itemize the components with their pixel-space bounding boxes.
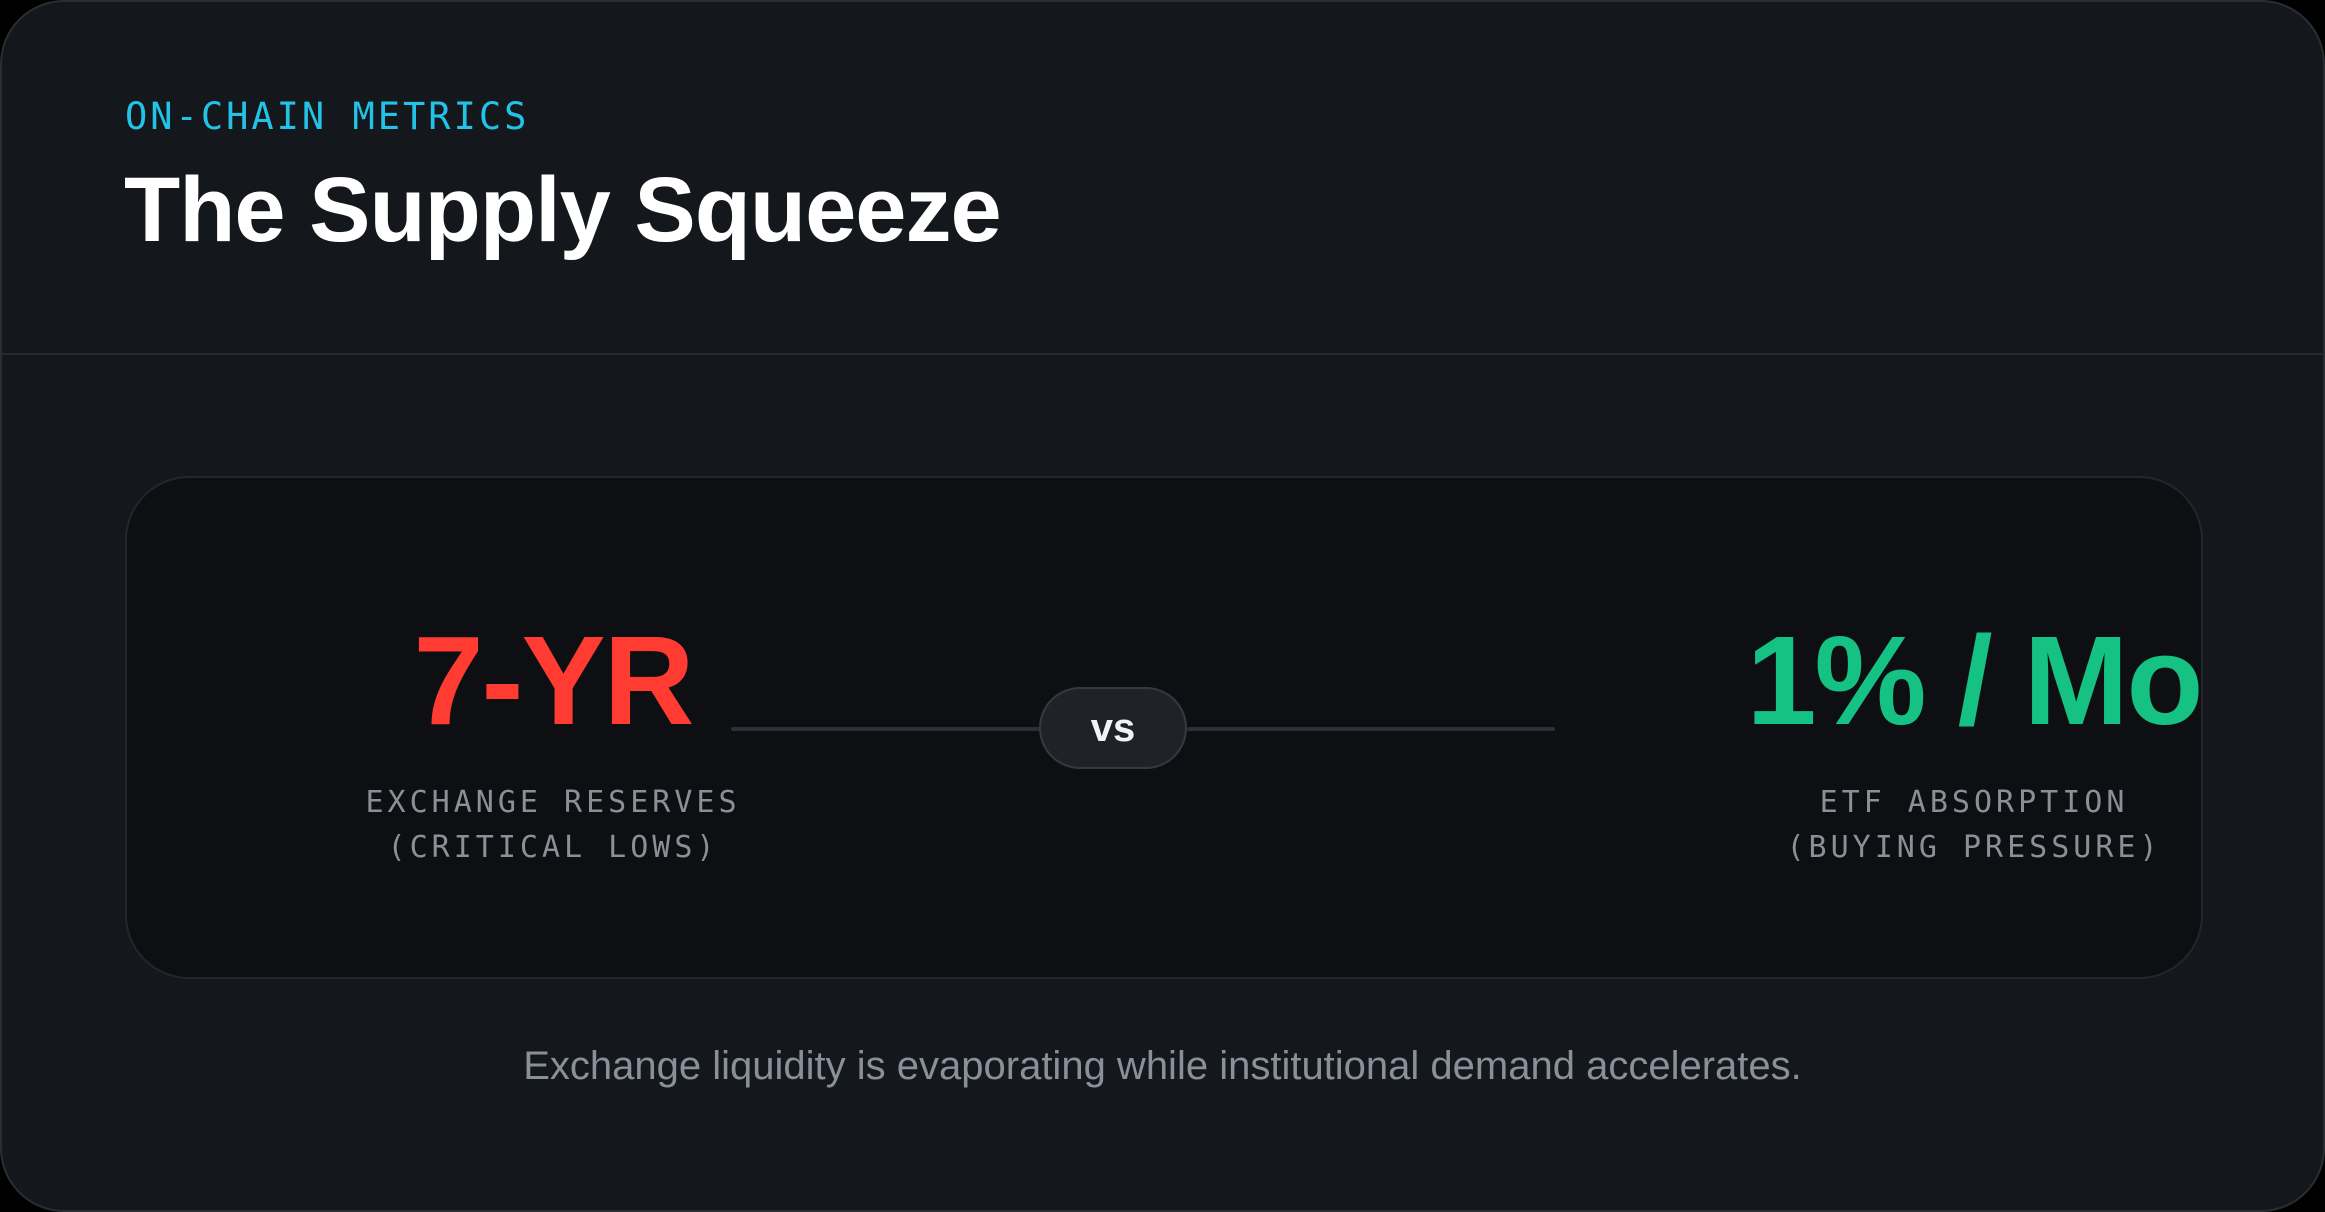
divider-line-right bbox=[1187, 727, 1555, 731]
metric-label: ETF ABSORPTION (BUYING PRESSURE) bbox=[1664, 780, 2284, 870]
metric-etf-absorption: 1% / Mo ETF ABSORPTION (BUYING PRESSURE) bbox=[1664, 618, 2284, 870]
card-header: ON-CHAIN METRICS The Supply Squeeze bbox=[2, 2, 2323, 355]
vs-badge: vs bbox=[1039, 687, 1187, 769]
page-title: The Supply Squeeze bbox=[124, 159, 1002, 261]
metric-label-line: (CRITICAL LOWS) bbox=[387, 830, 719, 865]
metric-value: 7-YR bbox=[413, 610, 694, 751]
metric-exchange-reserves: 7-YR EXCHANGE RESERVES (CRITICAL LOWS) bbox=[243, 618, 863, 870]
metric-label: EXCHANGE RESERVES (CRITICAL LOWS) bbox=[243, 780, 863, 870]
divider-line-left bbox=[731, 727, 1061, 731]
metric-label-line: ETF ABSORPTION bbox=[1819, 785, 2129, 820]
metric-value: 1% / Mo bbox=[1746, 610, 2203, 751]
comparison-panel: 7-YR EXCHANGE RESERVES (CRITICAL LOWS) v… bbox=[125, 476, 2204, 979]
section-eyebrow: ON-CHAIN METRICS bbox=[125, 95, 530, 138]
metric-label-line: EXCHANGE RESERVES bbox=[365, 785, 741, 820]
summary-text: Exchange liquidity is evaporating while … bbox=[523, 1044, 1802, 1088]
metric-label-line: (BUYING PRESSURE) bbox=[1786, 830, 2162, 865]
